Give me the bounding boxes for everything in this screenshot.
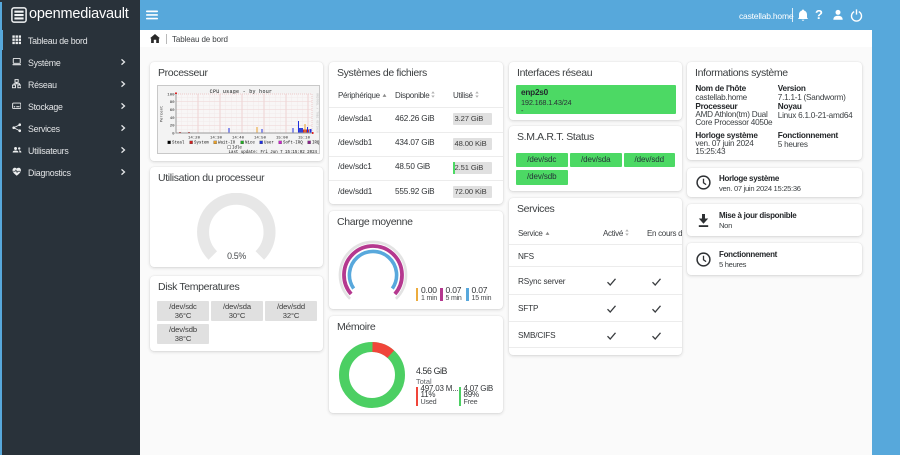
svg-text:15:10: 15:10 xyxy=(298,137,311,141)
svg-text:14:40: 14:40 xyxy=(232,137,245,141)
svg-text:Nice: Nice xyxy=(245,141,255,146)
svg-text:15:00: 15:00 xyxy=(276,137,289,141)
svg-text:0: 0 xyxy=(172,132,175,136)
svg-text:14:50: 14:50 xyxy=(254,137,267,141)
svg-text:14:20: 14:20 xyxy=(188,137,201,141)
svg-text:80: 80 xyxy=(170,101,175,105)
svg-text:20: 20 xyxy=(170,125,175,129)
svg-text:Wait-IO: Wait-IO xyxy=(218,141,236,146)
svg-text:Soft-IRQ: Soft-IRQ xyxy=(283,141,303,146)
svg-text:40: 40 xyxy=(170,117,175,121)
svg-text:Percent: Percent xyxy=(160,106,165,123)
svg-text:Idle: Idle xyxy=(232,146,242,151)
svg-text:CPU usage - by hour: CPU usage - by hour xyxy=(210,89,273,95)
svg-text:User: User xyxy=(264,142,274,146)
svg-text:Steal: Steal xyxy=(172,141,185,146)
svg-text:RRDTOOL / TOBI OETIKER: RRDTOOL / TOBI OETIKER xyxy=(316,93,320,133)
svg-text:100: 100 xyxy=(167,93,175,97)
svg-text:IRQ: IRQ xyxy=(312,142,320,146)
svg-text:Last update: Fri Jun 7 15:15:: Last update: Fri Jun 7 15:15:02 2024 xyxy=(229,150,318,154)
svg-text:60: 60 xyxy=(170,109,175,113)
svg-text:14:30: 14:30 xyxy=(210,137,223,141)
svg-text:System: System xyxy=(194,142,209,146)
